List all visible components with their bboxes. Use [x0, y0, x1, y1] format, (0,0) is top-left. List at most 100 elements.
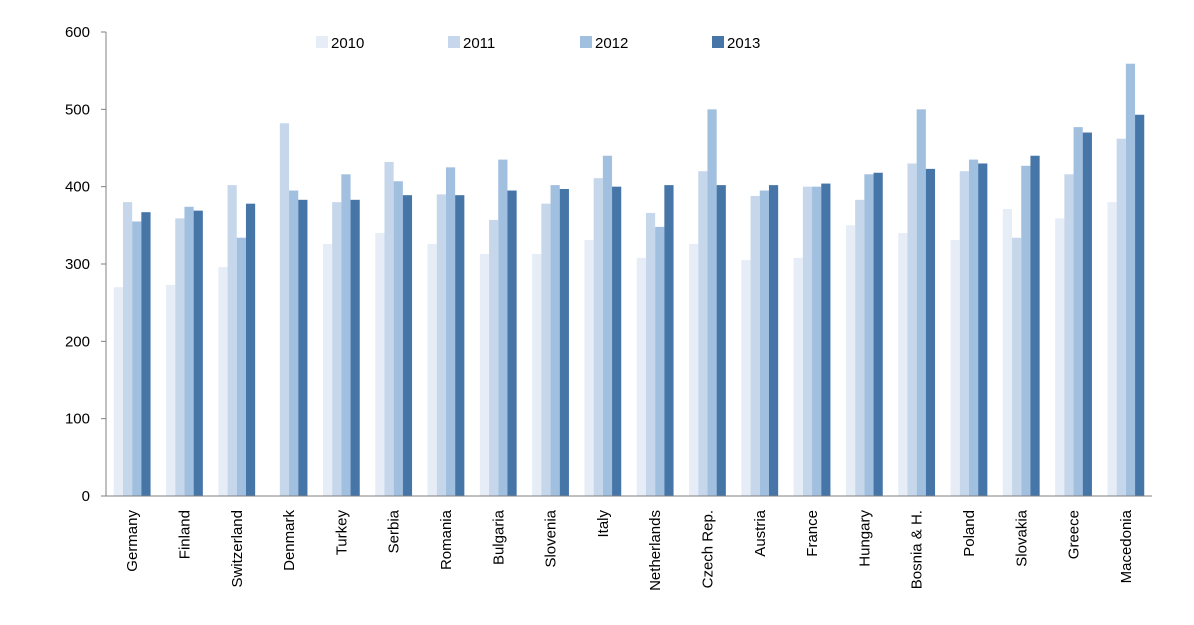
- y-tick-label: 200: [65, 333, 90, 350]
- x-tick-label: Austria: [752, 509, 769, 556]
- x-tick-label: Poland: [961, 510, 978, 557]
- x-tick-label: Bosnia & H.: [909, 510, 926, 589]
- bar-2010-austria: [741, 260, 751, 496]
- bar-2013-serbia: [402, 195, 413, 497]
- bar-2012-poland: [968, 159, 979, 496]
- x-tick-label: Finland: [176, 510, 193, 559]
- bar-2010-france: [793, 257, 803, 496]
- bar-2010-turkey: [322, 243, 333, 496]
- bar-2012-austria: [759, 190, 769, 496]
- y-tick-label: 500: [65, 101, 90, 118]
- bar-2011-netherlands: [645, 212, 656, 496]
- bar-2010-slovakia: [1002, 209, 1013, 496]
- bar-2010-germany: [113, 287, 123, 496]
- bar-2011-france: [802, 186, 813, 497]
- bar-2012-bulgaria: [498, 159, 508, 496]
- bar-2010-netherlands: [636, 257, 646, 496]
- bar-2012-bosnia-h-: [916, 109, 926, 496]
- bar-2011-romania: [436, 194, 446, 496]
- legend-swatch-2012: [580, 36, 592, 48]
- bar-2013-finland: [193, 210, 203, 496]
- bar-2010-romania: [427, 243, 437, 496]
- x-tick-label: Denmark: [281, 510, 298, 571]
- bar-2011-serbia: [384, 161, 394, 497]
- bar-2013-slovakia: [1030, 155, 1040, 497]
- x-tick-label: Netherlands: [647, 510, 664, 591]
- bar-2013-turkey: [350, 199, 360, 496]
- bar-2011-macedonia: [1116, 138, 1126, 496]
- x-tick-label: Bulgaria: [490, 509, 507, 565]
- bar-2011-bulgaria: [489, 219, 499, 497]
- bar-2011-italy: [593, 178, 603, 496]
- bar-2011-poland: [959, 171, 969, 496]
- bar-2010-bosnia-h-: [898, 233, 908, 496]
- bar-2013-czech-rep-: [716, 185, 726, 496]
- y-tick-label: 100: [65, 411, 90, 428]
- bar-2013-france: [821, 183, 831, 496]
- legend-label-2012: 2012: [595, 35, 628, 52]
- bar-2012-france: [812, 186, 822, 497]
- bar-2013-greece: [1082, 132, 1092, 496]
- bar-2013-hungary: [873, 172, 883, 496]
- bar-2012-czech-rep-: [707, 109, 717, 496]
- bar-2013-romania: [455, 195, 465, 497]
- legend: 2010 2011 2012 2013: [316, 35, 760, 52]
- bar-2012-italy: [602, 155, 613, 497]
- legend-label-2011: 2011: [463, 35, 495, 52]
- bar-2012-slovakia: [1021, 165, 1031, 497]
- x-tick-label: Turkey: [333, 510, 350, 556]
- bar-2011-switzerland: [227, 185, 237, 496]
- bar-2013-bulgaria: [507, 190, 517, 496]
- bar-2011-hungary: [855, 199, 865, 496]
- y-tick-label: 600: [65, 24, 90, 41]
- bar-2010-bulgaria: [479, 253, 490, 496]
- bar-2010-slovenia: [532, 253, 542, 496]
- bar-2010-greece: [1055, 218, 1065, 496]
- y-tick-label: 300: [65, 256, 90, 273]
- bar-2013-slovenia: [559, 188, 569, 497]
- bar-2013-netherlands: [664, 185, 674, 496]
- bar-2012-hungary: [864, 174, 874, 497]
- bar-2010-finland: [166, 284, 176, 496]
- bar-2010-serbia: [375, 233, 385, 496]
- bar-2012-switzerland: [236, 237, 246, 496]
- bar-2012-netherlands: [655, 226, 665, 496]
- bar-2011-bosnia-h-: [907, 163, 917, 496]
- x-tick-label: Switzerland: [229, 510, 246, 588]
- bar-2013-switzerland: [245, 203, 256, 496]
- bar-2011-greece: [1064, 174, 1074, 497]
- bar-2011-slovenia: [541, 203, 551, 496]
- x-tick-label: Macedonia: [1118, 509, 1135, 583]
- bar-2012-greece: [1073, 127, 1083, 497]
- bar-2012-slovenia: [550, 185, 560, 496]
- x-tick-label: France: [804, 510, 821, 557]
- bar-2012-denmark: [289, 190, 299, 496]
- bar-2011-denmark: [279, 123, 290, 496]
- bar-2012-finland: [184, 206, 194, 496]
- x-tick-label: Romania: [438, 509, 455, 570]
- bar-2011-germany: [122, 202, 133, 496]
- legend-swatch-2010: [316, 36, 328, 48]
- bar-2010-switzerland: [218, 267, 228, 496]
- bar-2011-finland: [175, 218, 185, 496]
- bar-2012-germany: [132, 221, 142, 496]
- x-tick-label: Hungary: [856, 510, 873, 567]
- bar-2011-turkey: [332, 202, 342, 496]
- bar-2013-bosnia-h-: [925, 168, 936, 496]
- x-tick-label: Greece: [1066, 510, 1083, 559]
- y-tick-label: 0: [82, 488, 90, 505]
- bar-2013-italy: [612, 186, 622, 497]
- bar-2010-poland: [950, 240, 960, 496]
- x-tick-label: Germany: [124, 510, 141, 572]
- bar-2013-austria: [768, 185, 779, 496]
- legend-label-2010: 2010: [331, 35, 364, 52]
- bar-2013-germany: [141, 212, 151, 496]
- bar-2011-austria: [750, 195, 760, 496]
- bar-2013-denmark: [298, 199, 308, 496]
- y-tick-label: 400: [65, 179, 90, 196]
- bar-2013-macedonia: [1135, 114, 1145, 496]
- bar-2010-macedonia: [1107, 202, 1117, 496]
- legend-swatch-2011: [448, 36, 460, 48]
- legend-label-2013: 2013: [727, 35, 760, 52]
